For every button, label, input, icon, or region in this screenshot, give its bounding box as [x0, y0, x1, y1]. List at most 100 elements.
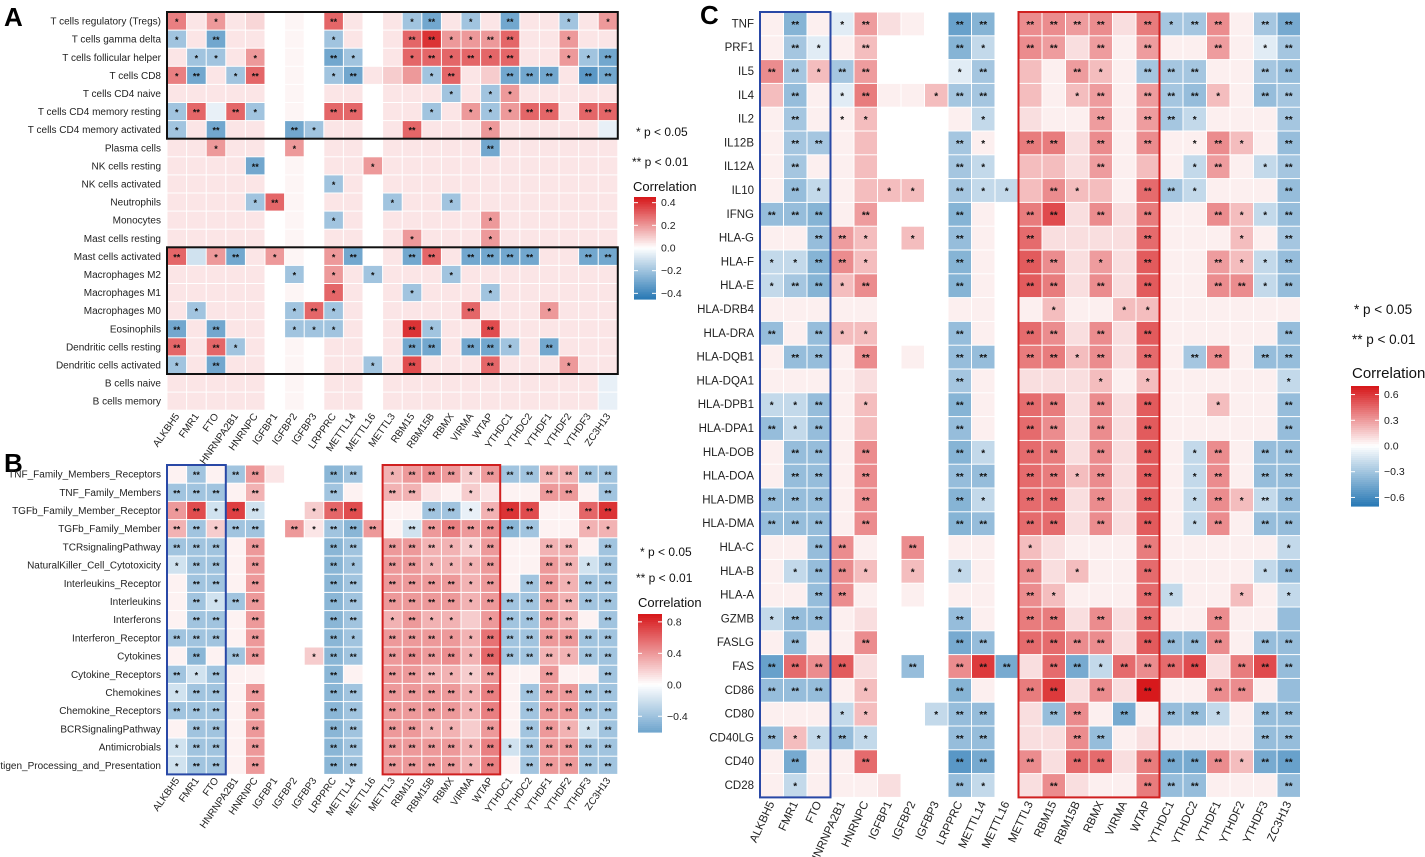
heatmap-cell [1042, 417, 1065, 440]
heatmap-cell [831, 559, 854, 583]
panel-b-sig-note-1: * p < 0.05 [640, 545, 692, 559]
significance-mark: * [1122, 306, 1126, 317]
heatmap-cell [1019, 36, 1042, 60]
heatmap-cell [441, 738, 461, 756]
significance-mark: ** [1285, 472, 1293, 483]
significance-mark: ** [330, 743, 338, 753]
heatmap-cell [972, 274, 995, 298]
heatmap-cell [245, 103, 265, 121]
heatmap-cell [245, 211, 265, 229]
significance-mark: * [508, 743, 512, 753]
significance-mark: ** [585, 743, 593, 753]
heatmap-cell [187, 229, 206, 247]
heatmap-cell [598, 611, 618, 629]
significance-mark: ** [232, 252, 240, 262]
heatmap-cell [461, 520, 481, 538]
legend-gradient-step [1351, 428, 1379, 431]
heatmap-cell [402, 538, 422, 556]
row-label: T cells CD4 naive [83, 89, 162, 100]
heatmap-cell [206, 556, 226, 574]
significance-mark: * [817, 734, 821, 745]
heatmap-cell [206, 193, 226, 211]
significance-mark: ** [565, 561, 573, 571]
heatmap-cell [1113, 464, 1136, 488]
heatmap-cell [500, 338, 520, 356]
significance-mark: ** [979, 20, 987, 31]
heatmap-cell [784, 702, 807, 726]
heatmap-cell [972, 631, 995, 655]
significance-mark: * [469, 707, 473, 717]
heatmap-cell [854, 369, 877, 393]
row-label: TCRsignalingPathway [63, 542, 161, 553]
significance-mark: ** [173, 252, 181, 262]
heatmap-cell [1277, 583, 1300, 607]
panel-a-legend: 0.40.20.0−0.2−0.4 [634, 197, 682, 300]
heatmap-cell [760, 726, 783, 750]
significance-mark: ** [979, 639, 987, 650]
heatmap-cell [831, 512, 854, 536]
row-label: TNF_Family_Members_Receptors [8, 470, 161, 481]
heatmap-cell [304, 538, 324, 556]
heatmap-cell [343, 338, 363, 356]
heatmap-cell [539, 12, 559, 30]
significance-mark: ** [1285, 567, 1293, 578]
legend-gradient-step [634, 234, 656, 237]
heatmap-cell [559, 592, 579, 611]
heatmap-cell [245, 574, 265, 592]
heatmap-cell [481, 103, 500, 121]
significance-mark: ** [369, 525, 377, 535]
significance-mark: ** [546, 71, 554, 81]
heatmap-cell [1254, 536, 1277, 559]
heatmap-cell [901, 631, 924, 655]
significance-mark: ** [791, 210, 799, 221]
heatmap-cell [784, 60, 807, 83]
heatmap-cell [1113, 60, 1136, 83]
heatmap-cell [807, 226, 830, 250]
heatmap-cell [901, 155, 924, 179]
significance-mark: ** [389, 761, 397, 771]
legend-gradient-step [1351, 464, 1379, 467]
heatmap-cell [901, 369, 924, 393]
significance-mark: ** [815, 591, 823, 602]
heatmap-cell [807, 512, 830, 536]
heatmap-cell [972, 583, 995, 607]
heatmap-cell [1136, 202, 1159, 226]
significance-mark: ** [232, 652, 240, 662]
significance-mark: ** [330, 561, 338, 571]
legend-gradient-step [634, 249, 656, 252]
significance-mark: ** [1214, 758, 1222, 769]
heatmap-cell [1089, 678, 1112, 702]
heatmap-cell [784, 655, 807, 678]
significance-mark: * [214, 144, 218, 154]
heatmap-cell [500, 465, 520, 483]
significance-mark: ** [1191, 353, 1199, 364]
heatmap-cell [878, 274, 901, 298]
heatmap-cell [343, 520, 363, 538]
heatmap-cell [265, 374, 285, 392]
heatmap-cell [265, 12, 285, 30]
legend-gradient-step [1351, 446, 1379, 449]
heatmap-cell [422, 356, 441, 374]
row-label: Eosinophils [110, 324, 161, 335]
heatmap-cell [1254, 464, 1277, 488]
heatmap-cell [520, 702, 539, 720]
heatmap-cell [245, 374, 265, 392]
heatmap-cell [579, 538, 598, 556]
heatmap-cell [1230, 750, 1253, 774]
heatmap-cell [461, 538, 481, 556]
heatmap-cell [1066, 488, 1089, 512]
heatmap-cell [1277, 726, 1300, 750]
heatmap-cell [226, 139, 245, 157]
heatmap-cell [948, 655, 971, 678]
heatmap-cell [831, 345, 854, 369]
significance-mark: ** [1214, 686, 1222, 697]
significance-mark: ** [979, 663, 987, 674]
heatmap-cell [854, 512, 877, 536]
significance-mark: ** [1026, 472, 1034, 483]
significance-mark: ** [487, 725, 495, 735]
heatmap-cell [304, 683, 324, 702]
heatmap-cell [206, 720, 226, 738]
heatmap-cell [265, 629, 285, 647]
heatmap-cell [167, 702, 187, 720]
heatmap-cell [784, 107, 807, 131]
